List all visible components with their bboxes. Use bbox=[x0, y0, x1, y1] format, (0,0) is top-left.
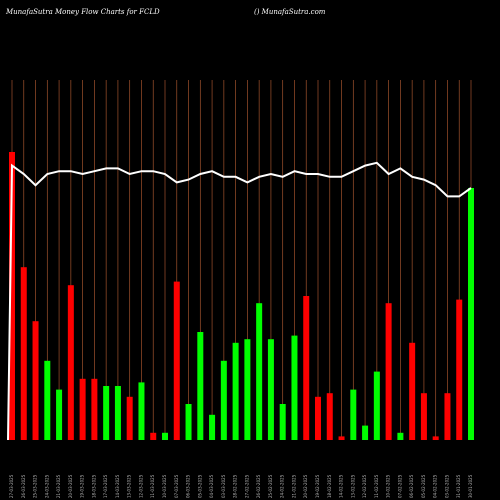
x-tick-label: 04-02-2025 bbox=[433, 474, 438, 498]
money-flow-bar bbox=[338, 436, 345, 440]
x-tick-label: 14-02-2025 bbox=[339, 474, 344, 498]
money-flow-bar bbox=[150, 432, 157, 440]
money-flow-bar bbox=[79, 378, 86, 440]
x-tick-label: 24-02-2025 bbox=[280, 474, 285, 498]
money-flow-bar bbox=[291, 335, 298, 440]
x-tick-label: 25-02-2025 bbox=[268, 474, 273, 498]
money-flow-bar bbox=[456, 299, 463, 440]
x-tick-label: 12-02-2025 bbox=[362, 474, 367, 498]
x-tick-label: 28-02-2025 bbox=[233, 474, 238, 498]
x-tick-label: 20-02-2025 bbox=[303, 474, 308, 498]
chart-header-right: () MunafaSutra.com bbox=[254, 8, 326, 16]
x-tick-label: 27-02-2025 bbox=[244, 474, 249, 498]
x-tick-label: 30-01-2025 bbox=[468, 474, 473, 498]
x-tick-label: 06-03-2025 bbox=[186, 474, 191, 498]
x-tick-label: 13-02-2025 bbox=[350, 474, 355, 498]
money-flow-bar bbox=[244, 339, 251, 440]
x-tick-label: 19-02-2025 bbox=[315, 474, 320, 498]
money-flow-bar bbox=[9, 152, 15, 440]
x-tick-label: 18-03-2025 bbox=[91, 474, 96, 498]
bars bbox=[9, 152, 474, 440]
x-tick-label: 25-03-2025 bbox=[33, 474, 38, 498]
flow-line bbox=[7, 161, 472, 441]
money-flow-bar bbox=[197, 332, 204, 440]
money-flow-bar bbox=[138, 382, 145, 440]
x-tick-label: 13-03-2025 bbox=[127, 474, 132, 498]
money-flow-bar bbox=[20, 267, 27, 440]
x-tick-label: 05-02-2025 bbox=[421, 474, 426, 498]
x-tick-label: 24-03-2025 bbox=[44, 474, 49, 498]
x-tick-label: 21-02-2025 bbox=[291, 474, 296, 498]
money-flow-bar bbox=[185, 404, 192, 440]
money-flow-bar bbox=[232, 342, 239, 440]
x-tick-label: 11-03-2025 bbox=[150, 474, 155, 498]
x-tick-label: 26-03-2025 bbox=[21, 474, 26, 498]
money-flow-bar bbox=[56, 389, 63, 440]
money-flow-bar bbox=[385, 303, 392, 440]
money-flow-bar bbox=[67, 285, 74, 440]
money-flow-bar bbox=[326, 393, 333, 440]
x-tick-label: 07-02-2025 bbox=[397, 474, 402, 498]
money-flow-bar bbox=[220, 360, 227, 440]
chart-header-left: MunafaSutra Money Flow Charts for FCLD bbox=[5, 8, 160, 16]
money-flow-bar bbox=[444, 393, 451, 440]
money-flow-bar bbox=[44, 360, 51, 440]
money-flow-bar bbox=[267, 339, 274, 440]
x-tick-label: 03-03-2025 bbox=[221, 474, 226, 498]
money-flow-bar bbox=[114, 386, 121, 440]
money-flow-bar bbox=[173, 281, 180, 440]
x-tick-label: 10-02-2025 bbox=[386, 474, 391, 498]
x-tick-label: 17-03-2025 bbox=[103, 474, 108, 498]
x-tick-label: 18-02-2025 bbox=[327, 474, 332, 498]
money-flow-bar bbox=[432, 436, 439, 440]
money-flow-bar bbox=[409, 342, 416, 440]
money-flow-bar bbox=[303, 296, 310, 440]
money-flow-bar bbox=[126, 396, 133, 440]
money-flow-bar bbox=[32, 321, 39, 440]
x-tick-label: 11-02-2025 bbox=[374, 474, 379, 498]
flow-series-line bbox=[7, 161, 472, 441]
x-tick-label: 31-01-2025 bbox=[456, 474, 461, 498]
x-tick-label: 10-03-2025 bbox=[162, 474, 167, 498]
x-tick-label: 04-03-2025 bbox=[209, 474, 214, 498]
x-tick-label: 26-02-2025 bbox=[256, 474, 261, 498]
x-tick-label: 05-03-2025 bbox=[197, 474, 202, 498]
money-flow-bar bbox=[397, 432, 404, 440]
money-flow-bar bbox=[362, 425, 369, 440]
x-tick-label: 20-03-2025 bbox=[68, 474, 73, 498]
money-flow-bar bbox=[420, 393, 427, 440]
money-flow-bar bbox=[91, 378, 98, 440]
x-tick-label: 19-03-2025 bbox=[80, 474, 85, 498]
money-flow-bar bbox=[209, 414, 216, 440]
money-flow-bar bbox=[162, 432, 168, 440]
money-flow-bar bbox=[256, 303, 263, 440]
money-flow-bar bbox=[350, 389, 357, 440]
x-tick-label: 06-02-2025 bbox=[409, 474, 414, 498]
money-flow-bar bbox=[373, 371, 380, 440]
x-tick-label: 07-03-2025 bbox=[174, 474, 179, 498]
money-flow-bar bbox=[279, 404, 286, 440]
x-tick-label: 21-03-2025 bbox=[56, 474, 61, 498]
money-flow-bar bbox=[103, 386, 110, 440]
x-axis-tick-labels: 27-03-2025 26-03-2025 25-03-2025 24-03-2025… bbox=[9, 474, 473, 498]
x-tick-label: 27-03-2025 bbox=[9, 474, 14, 498]
money-flow-bar bbox=[468, 188, 474, 440]
x-tick-label: 12-03-2025 bbox=[138, 474, 143, 498]
money-flow-bar bbox=[315, 396, 321, 440]
x-tick-label: 14-03-2025 bbox=[115, 474, 120, 498]
x-tick-label: 03-02-2025 bbox=[444, 474, 449, 498]
